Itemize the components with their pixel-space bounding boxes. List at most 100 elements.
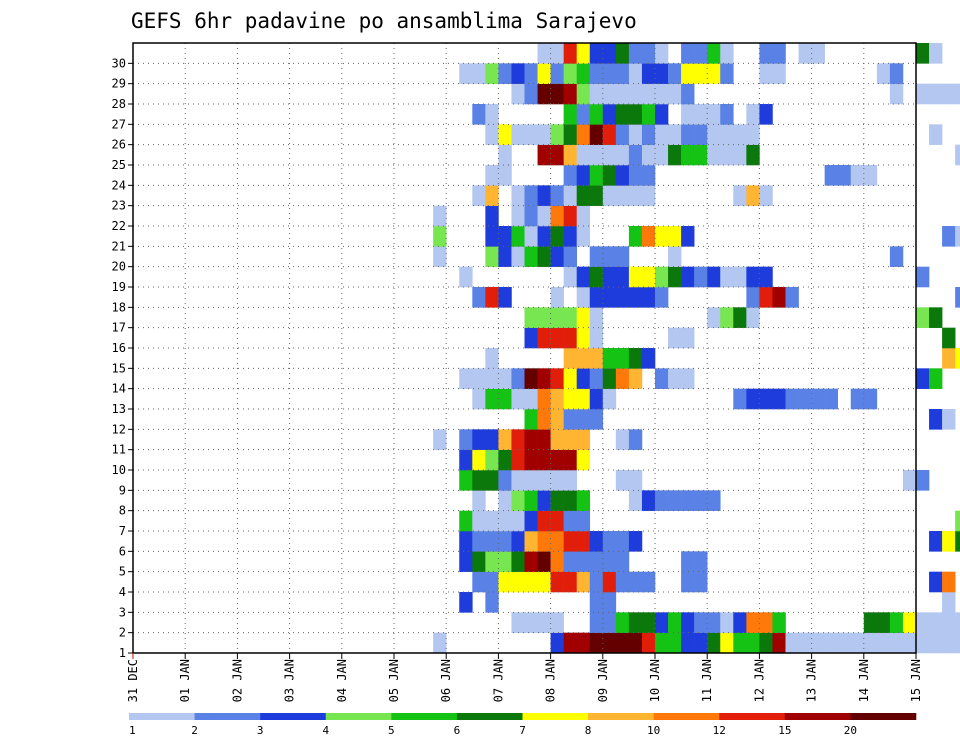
heatmap-cell [485,165,499,186]
heatmap-cell [668,368,682,389]
heatmap-cell [615,612,630,633]
heatmap-cell [798,388,812,410]
heatmap-cell [576,449,591,471]
heatmap-cell [615,43,630,64]
heatmap-cell [485,124,499,145]
heatmap-cell [602,185,617,206]
heatmap-cell [472,551,486,572]
heatmap-cell [537,327,551,349]
legend-label: 20 [844,724,857,737]
heatmap-cell [498,429,512,450]
heatmap-cell [563,266,577,288]
heatmap-cell [576,327,591,349]
heatmap-cell [550,470,564,491]
heatmap-cell [550,185,564,206]
heatmap-cell [433,632,447,654]
y-tick-label: 8 [119,504,126,518]
heatmap-cell [929,612,943,633]
heatmap-cell [681,226,695,247]
legend-swatch [260,713,327,720]
heatmap-cell [550,368,564,389]
heatmap-cell [707,63,721,84]
heatmap-cell [655,287,669,308]
heatmap-cell [889,246,904,267]
heatmap-cell [641,612,656,633]
heatmap-cell [628,144,643,166]
legend-swatch [653,713,720,720]
legend-swatch [325,713,392,720]
heatmap-cell [524,531,538,552]
heatmap-cell [720,307,734,328]
heatmap-cell [589,551,604,572]
heatmap-cell [655,124,669,145]
heatmap-cell [668,490,682,511]
heatmap-cell [759,63,773,84]
legend-swatch [850,713,917,720]
heatmap-cell [563,348,577,369]
heatmap-cell [589,307,604,328]
x-tick-label: 12 JAN [752,659,766,702]
heatmap-cell [798,43,812,64]
heatmap-cell [628,429,643,450]
heatmap-cell [681,124,695,145]
heatmap-cell [602,368,617,389]
heatmap-cell [746,307,760,328]
heatmap-cell [459,531,473,552]
legend-swatch [719,713,786,720]
heatmap-cell [524,307,538,328]
heatmap-cell [498,165,512,186]
heatmap-cell [433,226,447,247]
heatmap-cell [694,490,708,511]
legend-label: 12 [713,724,726,737]
y-tick-label: 20 [112,260,126,274]
heatmap-cell [942,409,956,430]
heatmap-cell [628,571,643,593]
heatmap-cell [472,490,486,511]
heatmap-cell [772,63,786,84]
heatmap-cell [916,368,930,389]
heatmap-cell [576,144,591,166]
heatmap-cell [655,83,669,105]
heatmap-cell [720,144,734,166]
heatmap-cell [824,165,838,186]
heatmap-cell [563,429,577,450]
heatmap-cell [537,368,551,389]
heatmap-cell [589,409,604,430]
heatmap-cell [472,368,486,389]
heatmap-cell [681,490,695,511]
heatmap-cell [524,327,538,349]
heatmap-cell [746,388,760,410]
heatmap-cell [537,124,551,145]
heatmap-cell [537,612,551,633]
y-tick-label: 7 [119,524,126,538]
heatmap-cell [746,287,760,308]
heatmap-cell [942,592,956,613]
heatmap-cell [485,531,499,552]
heatmap-cell [681,83,695,105]
x-tick-label: 10 JAN [648,659,662,702]
heatmap-cell [863,612,878,633]
heatmap-cell [929,307,943,328]
heatmap-cell [720,104,734,125]
x-tick-label: 01 JAN [178,659,192,702]
heatmap-cell [733,124,747,145]
x-tick-label: 03 JAN [283,659,297,702]
heatmap-cell [655,266,669,288]
heatmap-cell [955,226,960,247]
heatmap-cell [485,226,499,247]
heatmap-cell [733,307,747,328]
heatmap-cell [485,63,499,84]
heatmap-cell [641,124,656,145]
legend-label: 3 [257,724,264,737]
heatmap-cell [628,83,643,105]
y-tick-label: 5 [119,565,126,579]
heatmap-cell [550,449,564,471]
y-tick-label: 21 [112,239,126,253]
heatmap-cell [459,266,473,288]
y-tick-label: 23 [112,199,126,213]
heatmap-cell [602,124,617,145]
heatmap-cell [563,327,577,349]
heatmap-cell [485,185,499,206]
heatmap-cell [511,490,525,511]
heatmap-cell [641,571,656,593]
